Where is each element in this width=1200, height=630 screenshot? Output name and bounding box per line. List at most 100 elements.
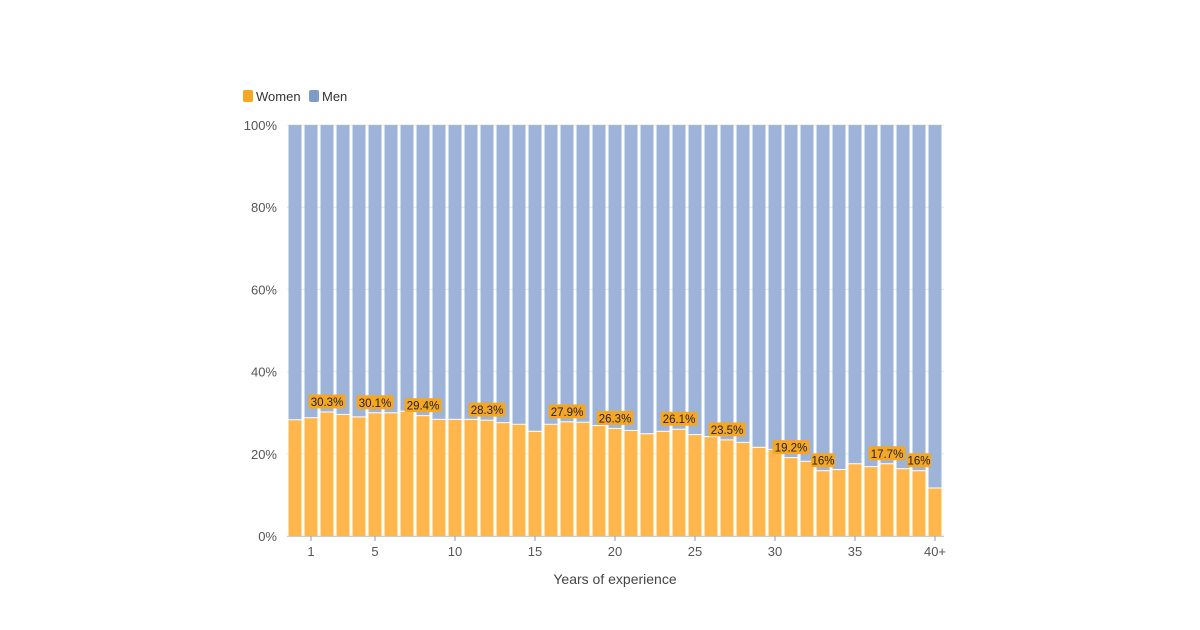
bar-women-34 [832,470,846,536]
data-label-bg [811,453,835,468]
bar-women-5 [368,413,382,536]
bar-men-23 [656,125,670,431]
y-tick-label: 0% [258,529,277,544]
bar-women-38 [896,469,910,536]
bar-women-14 [512,424,526,536]
bar-women-25 [688,435,702,536]
bar-women-40+ [928,488,942,536]
data-label: 28.3% [471,405,504,417]
y-tick-label: 40% [251,365,277,380]
bar-men-5 [368,125,382,413]
bar-men-37 [880,125,894,464]
data-label-bg [868,446,906,461]
legend-label-men: Men [322,89,347,104]
data-label-bg [404,398,442,413]
bar-men-4 [352,125,366,417]
bar-men-20 [608,125,622,428]
data-label-bg [596,410,634,425]
data-label: 30.1% [359,398,392,410]
x-tick-label: 30 [768,544,782,559]
bar-women-23 [656,431,670,536]
bar-men-28 [736,125,750,442]
bar-women-32 [800,461,814,536]
bar-women-3 [336,414,350,536]
data-label-bg [548,404,586,419]
x-tick-label: 20 [608,544,622,559]
x-tick-label: 5 [371,544,378,559]
bar-women-18 [576,422,590,536]
x-tick-label: 40+ [924,544,946,559]
bar-men-12 [480,125,494,420]
bar-women-30 [768,449,782,536]
bar-men-7 [400,125,414,411]
bar-men-35 [848,125,862,464]
bar-men-18 [576,125,590,422]
data-label: 17.7% [871,449,904,461]
bar-women-8 [416,416,430,536]
bar-men-22 [640,125,654,434]
bar-men-34 [832,125,846,470]
bar-women-37 [880,464,894,536]
bar-men-3 [336,125,350,414]
bar-women-24 [672,429,686,536]
bar-women-16 [544,424,558,536]
bar-men-6 [384,125,398,413]
bar-men-13 [496,125,510,423]
bar-men-10 [448,125,462,419]
bar-men-27 [720,125,734,440]
bar-men-2 [320,125,334,412]
bar-men-19 [592,125,606,426]
bar-men-9 [432,125,446,419]
data-label-bg [468,402,506,417]
bar-men-32 [800,125,814,461]
x-tick-label: 35 [848,544,862,559]
bar-men-33 [816,125,830,471]
bar-women-4 [352,417,366,536]
bar-men-39 [912,125,926,471]
bar-men-24 [672,125,686,429]
data-label: 19.2% [775,443,808,455]
bar-women-39 [912,471,926,536]
data-label-bg [308,394,346,409]
data-label: 23.5% [711,425,744,437]
data-label-bg [907,453,931,468]
legend-label-women: Women [256,89,301,104]
bar-men-30 [768,125,782,449]
bar-women-36 [864,467,878,536]
bar-women-0 [288,420,302,536]
data-label-bg [772,440,810,455]
x-tick-label: 15 [528,544,542,559]
bar-men-26 [704,125,718,437]
data-label: 16% [907,456,930,468]
bar-women-33 [816,471,830,536]
legend: Women Men [243,89,347,104]
x-tick-label: 1 [307,544,314,559]
bar-women-13 [496,423,510,536]
x-axis-title: Years of experience [553,571,676,587]
bar-women-26 [704,437,718,536]
y-tick-label: 60% [251,282,277,297]
data-label-bg [708,422,746,437]
bar-women-29 [752,447,766,536]
bar-men-11 [464,125,478,419]
bar-women-12 [480,420,494,536]
bar-men-40+ [928,125,942,488]
legend-swatch-women [243,90,253,102]
bar-men-29 [752,125,766,447]
data-label-bg [356,395,394,410]
y-tick-label: 100% [244,118,278,133]
bar-women-27 [720,440,734,536]
bar-men-8 [416,125,430,416]
bar-men-38 [896,125,910,469]
data-label: 26.3% [599,413,632,425]
bar-women-22 [640,434,654,536]
bar-men-21 [624,125,638,430]
bar-women-28 [736,442,750,536]
x-tick-label: 25 [688,544,702,559]
bar-women-1 [304,418,318,536]
x-tick-label: 10 [448,544,462,559]
legend-swatch-men [309,90,319,102]
data-label-bg [660,411,698,426]
